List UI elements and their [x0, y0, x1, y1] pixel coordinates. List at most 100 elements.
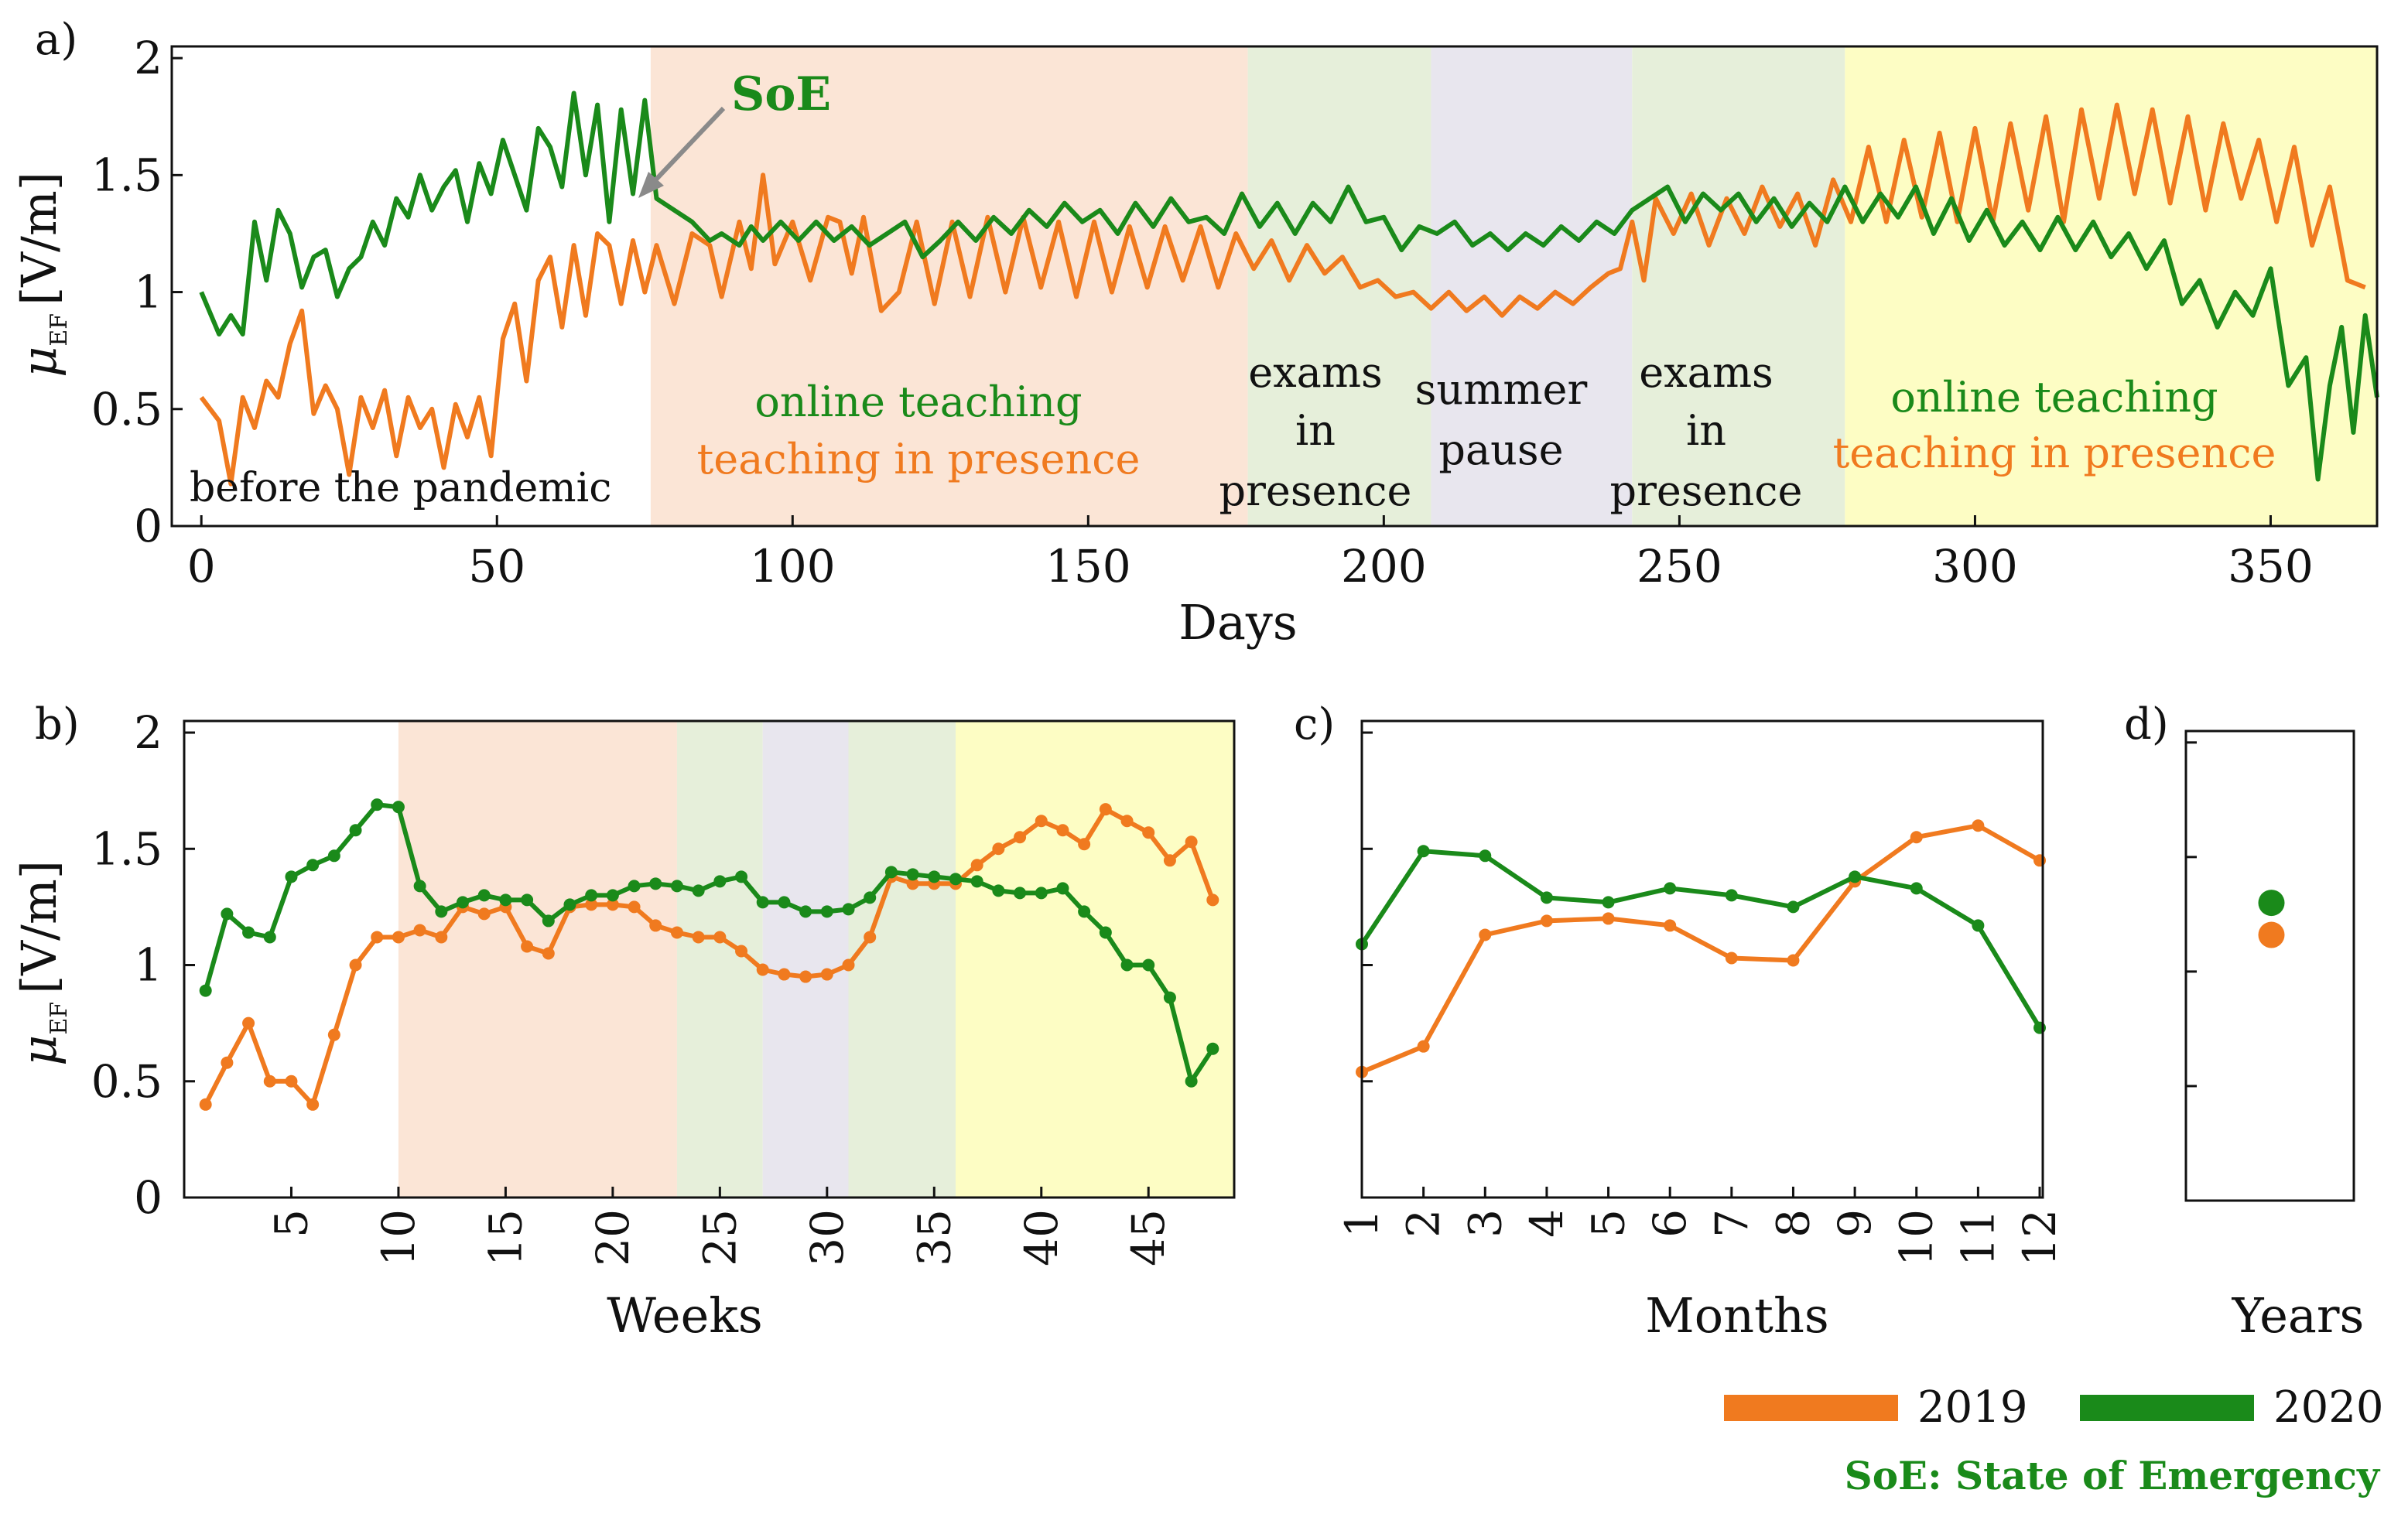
panel-c-label: c) [1294, 699, 1335, 750]
b-ylabel-mu: μ [11, 1035, 67, 1066]
b-point-2020-w12 [435, 905, 448, 918]
b-point-2020-w33 [884, 866, 898, 879]
b-point-2020-w41 [1056, 882, 1069, 895]
annotation-presence-2: teaching in presence [1833, 429, 2276, 477]
b-point-2020-w25 [713, 875, 727, 888]
b-x-tick-label-15: 15 [479, 1209, 532, 1266]
b-region-0 [398, 721, 677, 1198]
b-point-2019-w2 [221, 1056, 234, 1069]
c-point-2019-m3 [1479, 928, 1492, 941]
b-point-2019-w23 [670, 926, 683, 939]
panel-b-label: b) [35, 699, 80, 750]
c-x-tick-label-11: 11 [1951, 1209, 2004, 1266]
c-x-tick-label-6: 6 [1644, 1209, 1696, 1238]
b-point-2020-w6 [306, 859, 320, 872]
b-point-2020-w2 [221, 907, 234, 921]
a-ylabel-unit: [V/m] [11, 172, 67, 306]
b-axes: 5 10 15 20 25 30 35 40 45 0 0.5 1 1.5 2 [91, 706, 1236, 1266]
b-frame [183, 719, 1236, 1199]
a-axes: 0 50 100 150 200 250 300 350 0 0.5 1 1.5 2 [91, 32, 2379, 593]
b-point-2020-w39 [1014, 887, 1027, 900]
b-y-tick-label-2: 1 [134, 939, 162, 992]
b-region-3 [848, 721, 956, 1198]
b-point-2020-w43 [1099, 926, 1112, 939]
c-point-2019-m8 [1787, 954, 1800, 967]
b-point-2020-w14 [477, 889, 491, 902]
b-point-2019-w39 [1014, 831, 1027, 844]
b-point-2020-w16 [521, 893, 534, 907]
svg-text:μEF[V/m]: μEF [V/m] [11, 860, 73, 1066]
a-series-line-2020 [199, 91, 2379, 482]
a-y-tick-label-0: 0 [134, 500, 162, 552]
annotation-exams-2-line3: presence [1610, 466, 1803, 515]
legend-label-2019: 2019 [1917, 1382, 2028, 1433]
b-x-tick-label-30: 30 [801, 1209, 853, 1266]
b-point-2020-w8 [349, 824, 362, 837]
annotation-soe: SoE [731, 67, 831, 121]
annotation-online-1: online teaching [754, 378, 1082, 426]
b-point-2020-w32 [864, 891, 877, 904]
b-point-2019-w34 [906, 877, 919, 890]
a-x-tick-label-200: 200 [1341, 540, 1427, 593]
c-point-2020-m11 [1972, 919, 1985, 932]
b-point-2020-w34 [906, 868, 919, 881]
b-point-2019-w44 [1120, 815, 1134, 828]
b-y-axis-title: μEF [V/m] [11, 860, 73, 1066]
b-point-2019-w47 [1185, 835, 1198, 849]
b-point-2020-w4 [263, 931, 276, 944]
legend-soe-note: SoE: State of Emergency [1845, 1453, 2381, 1498]
b-point-2019-w16 [521, 940, 534, 953]
legend-swatch-2019 [1724, 1395, 1898, 1421]
annotation-exams-2-line2: in [1686, 406, 1726, 455]
c-point-2019-m11 [1972, 819, 1985, 832]
c-x-tick-label-5: 5 [1582, 1209, 1635, 1238]
b-x-tick-label-5: 5 [265, 1209, 317, 1238]
a-y-tick-label-4: 2 [134, 32, 162, 84]
a-y-tick-label-3: 1.5 [91, 149, 162, 201]
a-x-axis-title: Days [1178, 594, 1298, 651]
annotation-presence-1: teaching in presence [697, 435, 1141, 483]
b-point-2020-w11 [413, 880, 426, 893]
b-point-2019-w20 [606, 898, 619, 911]
panel-a-label: a) [35, 15, 77, 65]
a-region-1 [1247, 46, 1431, 526]
b-point-2020-w21 [628, 880, 641, 893]
b-point-2020-w28 [778, 896, 791, 909]
b-point-2020-w37 [970, 875, 983, 888]
b-point-2019-w26 [735, 945, 748, 958]
b-point-2020-w48 [1206, 1042, 1219, 1055]
c-point-2020-m7 [1725, 889, 1738, 902]
b-point-2020-w27 [756, 896, 769, 909]
c-point-2019-m6 [1664, 919, 1677, 932]
c-series-line-2020 [1360, 849, 2042, 1030]
b-ylabel-sub: EF [46, 1002, 73, 1035]
c-x-tick-label-12: 12 [2013, 1209, 2066, 1266]
b-point-2020-w15 [499, 893, 512, 907]
d-frame [2184, 729, 2355, 1202]
b-ylabel-unit: [V/m] [11, 860, 67, 994]
c-point-2020-m5 [1602, 896, 1615, 909]
b-point-2019-w48 [1206, 893, 1219, 907]
c-x-tick-label-2: 2 [1397, 1209, 1450, 1238]
b-x-axis-title: Weeks [607, 1287, 762, 1344]
a-y-tick-label-2: 1 [134, 266, 162, 319]
c-x-tick-label-3: 3 [1459, 1209, 1511, 1238]
c-point-2019-m4 [1540, 914, 1553, 928]
b-point-2019-w40 [1035, 815, 1048, 828]
b-point-2019-w21 [628, 900, 641, 914]
b-point-2020-w23 [670, 880, 683, 893]
legend: 2019 2020 SoE: State of Emergency [1724, 1382, 2384, 1498]
b-point-2020-w18 [563, 898, 576, 911]
a-frame [170, 45, 2379, 528]
d-point-2019 [2258, 921, 2285, 948]
b-point-2020-w31 [842, 903, 855, 916]
panel-a: 0 50 100 150 200 250 300 350 0 0.5 1 1.5 2 a) Days μ… [11, 15, 2379, 651]
b-x-tick-label-10: 10 [372, 1209, 425, 1266]
c-point-2020-m8 [1787, 900, 1800, 914]
b-y-tick-label-4: 2 [134, 706, 162, 759]
b-point-2019-w45 [1142, 826, 1155, 839]
b-point-2019-w19 [585, 898, 598, 911]
b-point-2020-w1 [199, 984, 212, 997]
c-point-2019-m10 [1910, 831, 1923, 844]
